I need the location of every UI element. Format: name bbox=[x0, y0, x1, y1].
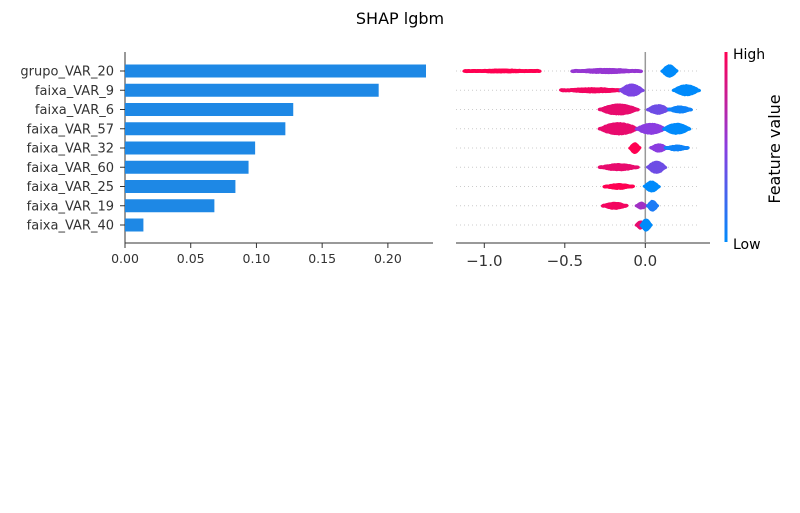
colorbar-gradient bbox=[724, 52, 728, 242]
bar-x-tick-label: 0.15 bbox=[308, 251, 336, 266]
bar-faixa-var-6 bbox=[125, 103, 294, 116]
bar-importance-panel: grupo_VAR_20 faixa_VAR_9 faixa_VAR_6 faixa_… bbox=[20, 52, 433, 266]
swarm-point bbox=[636, 145, 642, 150]
swarm-point bbox=[623, 203, 629, 208]
bar-faixa-var-57 bbox=[125, 122, 286, 136]
bar-faixa-var-32 bbox=[125, 141, 256, 155]
bar-faixa-var-25 bbox=[125, 180, 236, 193]
swarm-point bbox=[647, 223, 653, 227]
swarm-x-tick-label: 0.0 bbox=[633, 252, 657, 270]
swarm-points bbox=[462, 64, 702, 232]
bar-category-label: faixa_VAR_40 bbox=[27, 219, 114, 234]
bar-category-label: faixa_VAR_9 bbox=[35, 84, 114, 99]
swarm-point bbox=[653, 203, 660, 208]
feature-value-colorbar: High Low Feature value bbox=[724, 47, 784, 253]
swarm-point bbox=[686, 127, 692, 131]
swarm-point bbox=[687, 107, 693, 112]
bar-x-tick-label: 0.10 bbox=[243, 251, 271, 266]
colorbar-high-label: High bbox=[733, 47, 765, 63]
colorbar-low-label: Low bbox=[733, 237, 761, 253]
bar-x-tick-labels: 0.00 0.05 0.10 0.15 0.20 bbox=[111, 243, 402, 266]
bar-grupo-var-20 bbox=[125, 64, 426, 78]
bar-category-label: faixa_VAR_60 bbox=[27, 161, 114, 176]
bar-y-tick-labels: grupo_VAR_20 faixa_VAR_9 faixa_VAR_6 faixa_… bbox=[20, 65, 125, 234]
swarm-point bbox=[639, 88, 645, 93]
bar-x-tick-label: 0.00 bbox=[111, 251, 139, 266]
swarm-point bbox=[655, 184, 661, 189]
swarm-x-tick-label: −0.5 bbox=[547, 252, 583, 270]
bar-faixa-var-60 bbox=[125, 160, 249, 174]
figure-title: SHAP lgbm bbox=[356, 9, 444, 28]
bar-category-label: faixa_VAR_19 bbox=[27, 199, 114, 214]
bar-marks bbox=[125, 64, 426, 232]
swarm-point bbox=[629, 184, 636, 189]
bar-x-tick-label: 0.20 bbox=[374, 251, 402, 266]
bar-faixa-var-40 bbox=[125, 218, 144, 232]
swarm-point bbox=[634, 107, 640, 112]
swarm-point bbox=[637, 69, 644, 74]
bar-category-label: faixa_VAR_25 bbox=[27, 180, 114, 195]
bar-category-label: faixa_VAR_6 bbox=[35, 103, 114, 118]
swarm-x-tick-label: −1.0 bbox=[466, 252, 502, 270]
beeswarm-panel: −1.0 −0.5 0.0 bbox=[456, 52, 710, 270]
bar-faixa-var-9 bbox=[125, 83, 379, 97]
bar-category-label: faixa_VAR_32 bbox=[27, 142, 114, 157]
swarm-point bbox=[695, 88, 702, 93]
swarm-point bbox=[634, 165, 640, 170]
swarm-point bbox=[673, 69, 679, 73]
swarm-point bbox=[536, 69, 542, 73]
bar-category-label: faixa_VAR_57 bbox=[27, 122, 114, 137]
swarm-point bbox=[684, 145, 690, 150]
colorbar-title: Feature value bbox=[765, 94, 784, 203]
bar-x-tick-label: 0.05 bbox=[177, 251, 205, 266]
swarm-point bbox=[662, 165, 668, 170]
bar-faixa-var-19 bbox=[125, 199, 215, 213]
swarm-x-tick-labels: −1.0 −0.5 0.0 bbox=[466, 243, 657, 270]
bar-category-label: grupo_VAR_20 bbox=[20, 65, 114, 80]
